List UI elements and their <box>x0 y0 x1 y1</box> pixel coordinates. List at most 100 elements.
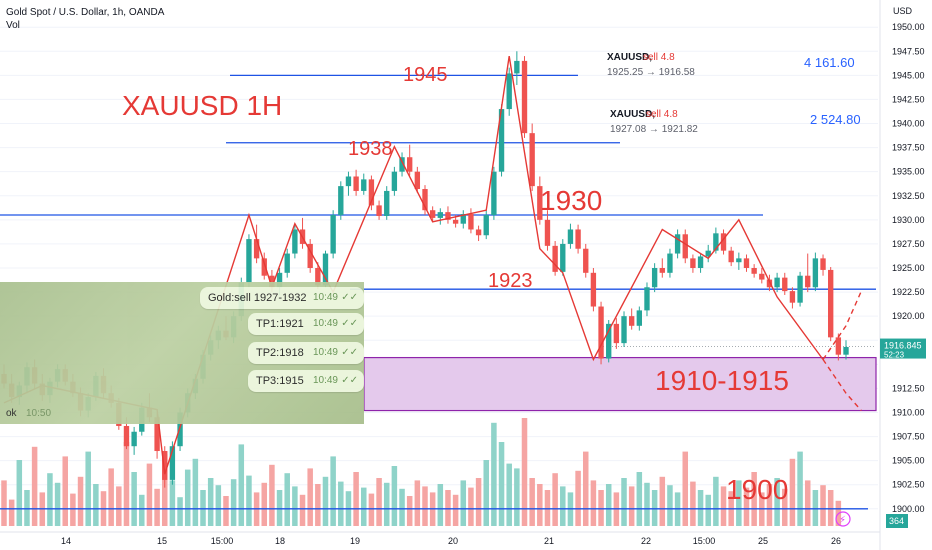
price-tick-label: 1907.50 <box>892 432 925 442</box>
volume-bar <box>322 476 329 526</box>
volume-bar <box>123 442 130 526</box>
volume-bar <box>521 418 528 526</box>
candle-body <box>628 316 635 326</box>
flash-icon <box>835 511 851 527</box>
volume-bar <box>751 472 757 526</box>
zone-rect <box>363 356 877 412</box>
candle-body <box>766 279 773 288</box>
time-tick-label: 15 <box>157 536 167 546</box>
trade-symbol: XAUUSD, <box>610 109 655 120</box>
time-axis[interactable]: 14 15 15:00 18 19 20 21 22 15:00 25 26 <box>0 531 880 546</box>
volume-bar <box>16 460 23 526</box>
volume-bar <box>368 493 375 526</box>
candle-body <box>567 229 574 244</box>
signal-message: Gold:sell 1927-1932 10:49 ✓✓ <box>200 287 364 309</box>
volume-bar <box>445 490 451 526</box>
candle-body <box>583 248 589 273</box>
candle-body <box>514 60 520 74</box>
candle-body <box>720 233 727 251</box>
price-tick-label: 1942.50 <box>892 94 925 104</box>
price-tick-label: 1950.00 <box>892 22 925 32</box>
candle-body <box>345 176 352 187</box>
candle-body <box>797 275 803 303</box>
candle-body <box>713 233 719 251</box>
candle-body <box>491 171 497 216</box>
candle-body <box>529 133 535 187</box>
volume-bar <box>376 478 382 526</box>
trade-symbol: XAUUSD, <box>607 52 652 63</box>
candle-body <box>705 250 711 257</box>
candle-body <box>253 239 260 259</box>
candle-body <box>315 268 321 286</box>
candle-body <box>667 253 673 273</box>
volume-bar <box>215 485 222 526</box>
price-tick-label: 1922.50 <box>892 287 925 297</box>
volume-bar <box>139 494 145 526</box>
volume-bar <box>820 485 826 526</box>
time-tick-label: 15:00 <box>693 536 716 546</box>
price-axis[interactable]: USD 1900.00 1902.50 1905.00 1907.50 1910.00 19… <box>835 0 926 550</box>
trade-profit: 4 161.60 <box>804 55 855 70</box>
message-time: 10:49 <box>312 292 338 303</box>
volume-bar <box>154 488 160 526</box>
volume-bar <box>169 480 176 526</box>
candle-body <box>613 323 620 344</box>
volume-bar <box>414 480 421 526</box>
volume-bar <box>184 469 191 526</box>
price-tick-label: 1932.50 <box>892 191 925 201</box>
trade-side: sell 4.8 <box>643 52 675 63</box>
price-tick-label: 1910.00 <box>892 407 925 417</box>
candle-body <box>575 229 581 249</box>
candle-body <box>782 277 788 292</box>
candle-body <box>805 275 811 288</box>
volume-bar <box>705 494 711 526</box>
candle-body <box>498 109 505 172</box>
volume-bar <box>468 487 474 526</box>
candle-body <box>376 205 382 216</box>
volume-bar <box>651 490 658 526</box>
candle-body <box>835 337 842 355</box>
price-tick-label: 1900.00 <box>892 504 925 514</box>
projection-down <box>822 359 862 412</box>
volume-bar <box>292 486 298 526</box>
volume-bar <box>697 490 704 526</box>
symbol-line[interactable]: Gold Spot / U.S. Dollar, 1h, OANDA <box>6 7 165 18</box>
message-time: 10:49 <box>312 347 338 358</box>
level-label: 1930 <box>540 185 602 216</box>
candle-body <box>292 229 298 254</box>
volume-bar <box>70 493 76 526</box>
candle-body <box>399 157 405 172</box>
candle-body <box>560 243 566 272</box>
price-tick-label: 1935.00 <box>892 167 925 177</box>
volume-bar <box>207 478 214 526</box>
time-tick-label: 18 <box>275 536 285 546</box>
price-tick-label: 1902.50 <box>892 480 925 490</box>
volume-bar <box>24 490 30 526</box>
chart-header: Gold Spot / U.S. Dollar, 1h, OANDA Vol <box>6 6 164 32</box>
volume-bar <box>353 472 359 526</box>
candle-body <box>353 176 359 191</box>
time-tick-label: 20 <box>448 536 458 546</box>
volume-bar <box>315 484 321 526</box>
candle-body <box>452 219 459 224</box>
volume-bar <box>636 472 643 526</box>
volume-bar <box>437 484 444 526</box>
read-check-icon: ✓✓ <box>341 347 358 358</box>
volume-bar <box>452 494 459 526</box>
price-tick-label: 1930.00 <box>892 215 925 225</box>
candle-body <box>598 306 604 359</box>
volume-bar <box>475 478 482 526</box>
volume-bar <box>720 486 727 526</box>
candle-body <box>483 215 489 236</box>
time-tick-label: 25 <box>758 536 768 546</box>
volume-bar <box>789 458 796 526</box>
candle-body <box>391 171 398 191</box>
volume-bar <box>804 480 811 526</box>
volume-bar <box>514 468 520 526</box>
candle-body <box>269 275 275 288</box>
volume-bar <box>399 488 405 526</box>
volume-bar <box>560 486 566 526</box>
candle-body <box>276 272 283 288</box>
candle-body <box>843 346 849 355</box>
